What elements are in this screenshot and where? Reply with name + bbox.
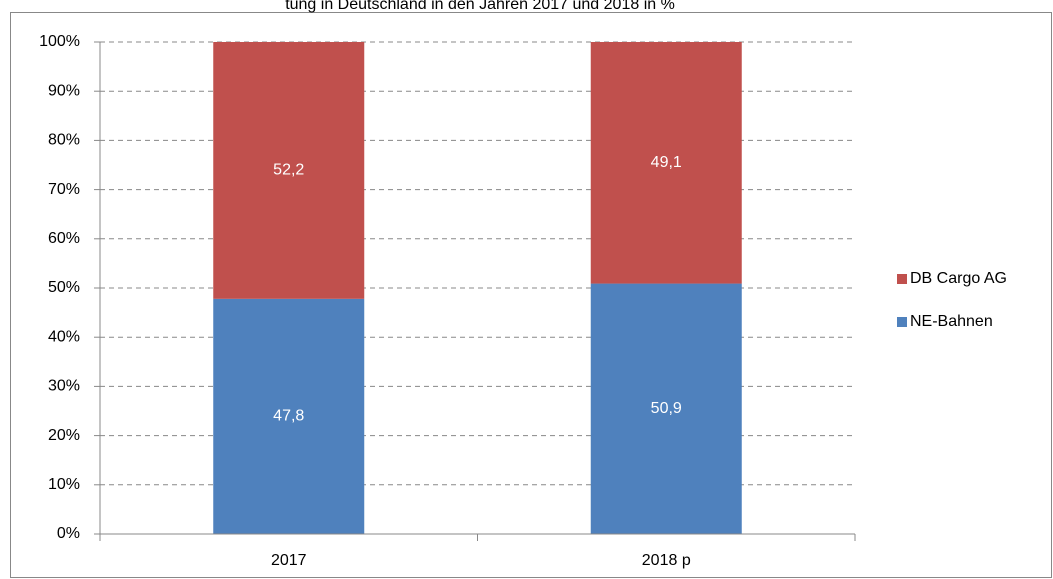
bar-segment <box>590 42 742 284</box>
legend-label: NE-Bahnen <box>910 313 993 330</box>
data-label: 49,1 <box>651 154 682 171</box>
y-tick-label: 60% <box>48 230 80 247</box>
chart-frame <box>10 12 1052 578</box>
y-tick-label: 80% <box>48 132 80 149</box>
y-tick-label: 10% <box>48 476 80 493</box>
y-tick-label: 100% <box>39 33 80 50</box>
y-tick-label: 50% <box>48 279 80 296</box>
y-tick-label: 90% <box>48 82 80 99</box>
data-label: 52,2 <box>273 162 304 179</box>
data-label: 50,9 <box>651 400 682 417</box>
x-tick-label: 2018 p <box>642 552 691 569</box>
y-tick-label: 30% <box>48 378 80 395</box>
legend-swatch <box>897 274 907 284</box>
data-label: 47,8 <box>273 408 304 425</box>
y-tick-label: 70% <box>48 181 80 198</box>
title-backdrop <box>140 0 840 12</box>
bar-segment <box>590 283 742 534</box>
x-tick-label: 2017 <box>271 552 307 569</box>
bar-segment <box>213 42 365 299</box>
y-tick-label: 20% <box>48 427 80 444</box>
bar-segment <box>213 298 365 534</box>
y-tick-label: 40% <box>48 328 80 345</box>
chart-title: tung in Deutschland in den Jahren 2017 u… <box>285 0 675 13</box>
legend-label: DB Cargo AG <box>910 270 1007 287</box>
legend-swatch <box>897 317 907 327</box>
y-tick-label: 0% <box>57 525 80 542</box>
